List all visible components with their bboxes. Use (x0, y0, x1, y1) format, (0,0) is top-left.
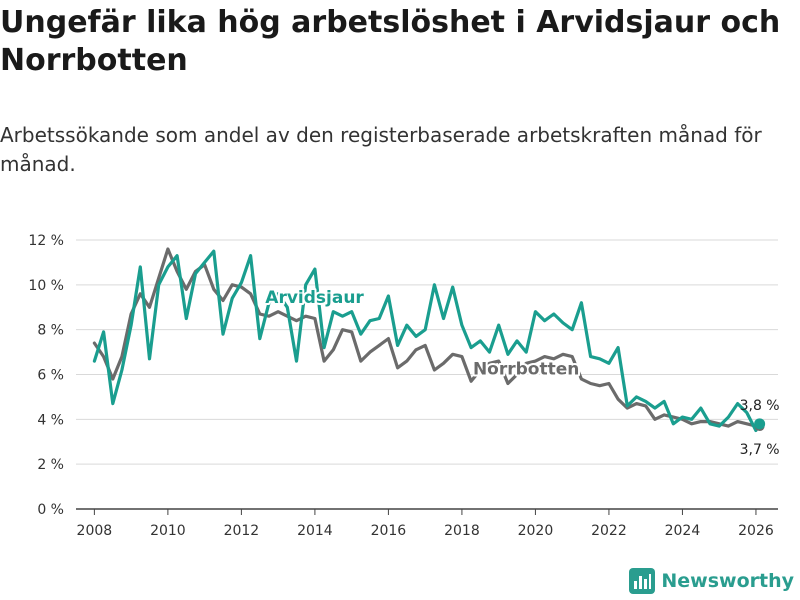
x-tick-label: 2026 (738, 523, 774, 539)
x-tick-label: 2018 (444, 523, 480, 539)
x-tick-label: 2024 (665, 523, 701, 539)
y-tick: 10 % (28, 278, 64, 294)
chart-title: Ungefär lika hög arbetslöshet i Arvidsja… (0, 5, 781, 78)
bar-chart-icon (629, 568, 656, 594)
line-chart: 0 % 2 % 4 % 6 % 8 % 10 % 12 % 2008 2010 2012 2014… (28, 233, 780, 539)
x-tick-label: 2016 (371, 523, 407, 539)
x-tick: 2024 (665, 523, 701, 539)
x-tick: 2008 (77, 523, 113, 539)
end-marker-arvidsjaur (754, 418, 766, 430)
x-tick: 2012 (224, 523, 260, 539)
logo-text: Newsworthy (661, 570, 794, 592)
y-tick-label: 6 % (37, 368, 64, 384)
y-tick: 0 % (37, 502, 64, 518)
chart-subtitle: Arbetssökande som andel av den registerb… (0, 123, 762, 176)
series-label-norrbotten: Norrbotten (473, 360, 579, 380)
x-tick: 2022 (591, 523, 627, 539)
y-tick-label: 8 % (37, 323, 64, 339)
y-tick: 8 % (37, 323, 64, 339)
x-axis: 2008 2010 2012 2014 2016 2018 2020 2022 2024 2026 (77, 509, 774, 539)
x-tick: 2010 (150, 523, 186, 539)
x-tick-label: 2020 (518, 523, 554, 539)
y-tick-label: 12 % (28, 233, 64, 249)
x-tick-label: 2012 (224, 523, 260, 539)
series-line-arvidsjaur (92, 249, 762, 433)
y-tick: 2 % (37, 457, 64, 473)
x-tick-label: 2014 (297, 523, 333, 539)
x-tick: 2016 (371, 523, 407, 539)
gridlines (76, 239, 778, 510)
x-tick-label: 2022 (591, 523, 627, 539)
y-tick: 6 % (37, 368, 64, 384)
y-tick-label: 4 % (37, 412, 64, 428)
series-label-arvidsjaur: Arvidsjaur (265, 288, 364, 308)
y-tick-label: 2 % (37, 457, 64, 473)
y-tick: 12 % (28, 233, 64, 249)
x-tick: 2020 (518, 523, 554, 539)
y-tick-label: 10 % (28, 278, 64, 294)
x-tick: 2026 (738, 523, 774, 539)
end-label-arvidsjaur: 3,8 % (740, 398, 780, 414)
series-layer (92, 247, 766, 433)
x-tick: 2018 (444, 523, 480, 539)
x-tick-label: 2010 (150, 523, 186, 539)
y-tick-label: 0 % (37, 502, 64, 518)
label-layer: 3,8 % 3,7 % Arvidsjaur Norrbotten (263, 286, 780, 458)
y-axis: 0 % 2 % 4 % 6 % 8 % 10 % 12 % (28, 233, 64, 518)
x-tick: 2014 (297, 523, 333, 539)
series-line-norrbotten (92, 247, 762, 428)
x-tick-label: 2008 (77, 523, 113, 539)
end-label-norrbotten: 3,7 % (740, 442, 780, 458)
newsworthy-logo: Newsworthy (629, 566, 794, 596)
y-tick: 4 % (37, 412, 64, 428)
